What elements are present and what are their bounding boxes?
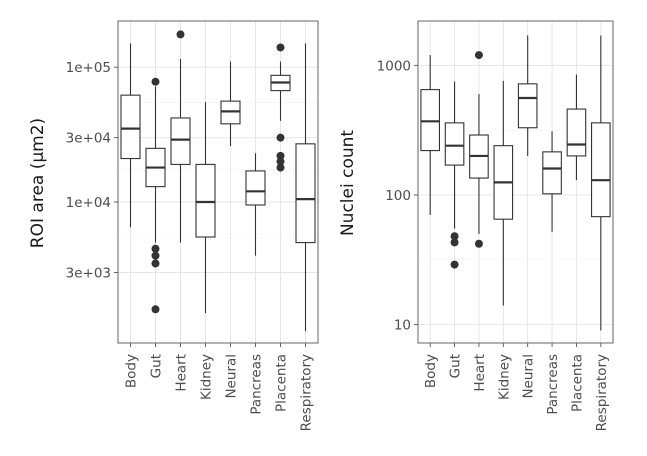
- roi-xtick-label-placenta: Placenta: [274, 354, 290, 412]
- roi-xtick-label-kidney: Kidney: [199, 354, 215, 400]
- roi-xtick-label-gut: Gut: [149, 354, 165, 378]
- roi-gut-outlier-4: [151, 305, 160, 314]
- nuclei-xtick-label-gut: Gut: [448, 354, 464, 378]
- nuclei-xtick-label-pancreas: Pancreas: [545, 354, 561, 415]
- nuclei-ytick-label: 1000: [377, 58, 411, 74]
- nuclei-ytick-label: 10: [394, 318, 411, 334]
- nuclei-ytick-label: 100: [385, 188, 411, 204]
- roi-heart-outlier-0: [176, 30, 185, 39]
- roi-kidney-box: [195, 163, 216, 238]
- roi-ytick-label: 3e+03: [66, 265, 111, 281]
- roi-gut-outlier-3: [151, 259, 160, 268]
- roi-panel-border: [117, 20, 319, 344]
- roi-placenta-outlier-4: [276, 163, 285, 172]
- nuclei-body-box: [420, 89, 440, 152]
- roi-gut-outlier-1: [151, 244, 160, 253]
- nuclei-xtick-label-neural: Neural: [521, 354, 537, 399]
- roi-gut-outlier-2: [151, 251, 160, 260]
- nuclei-panel-border: [417, 20, 614, 344]
- roi-xtick-label-body: Body: [124, 354, 140, 388]
- roi-area-axis-title: ROI area (μm2): [28, 118, 48, 248]
- nuclei-pancreas-box: [542, 151, 562, 195]
- roi-body-box: [120, 94, 141, 160]
- nuclei-xtick-label-heart: Heart: [472, 354, 488, 392]
- nuclei-respiratory-box: [590, 122, 611, 218]
- roi-placenta-outlier-1: [276, 133, 285, 142]
- roi-ytick-label: 1e+04: [66, 195, 111, 211]
- nuclei-xtick-label-body: Body: [423, 354, 439, 388]
- roi-placenta-outlier-0: [276, 43, 285, 52]
- roi-xtick-label-pancreas: Pancreas: [249, 354, 265, 415]
- nuclei-gut-outlier-2: [450, 260, 459, 269]
- nuclei-xtick-label-placenta: Placenta: [569, 354, 585, 412]
- nuclei-heart-outlier-1: [474, 239, 483, 248]
- roi-respiratory-box: [295, 143, 316, 244]
- nuclei-gut-box: [444, 122, 465, 166]
- roi-area-panel: 3e+03 1e+04 3e+04 1e+05 Body Gut Heart Kidney Ne…: [66, 20, 319, 431]
- roi-xtick-label-neural: Neural: [224, 354, 240, 399]
- nuclei-neural-box: [517, 83, 538, 129]
- nuclei-count-axis-title: Nuclei count: [338, 130, 358, 236]
- nuclei-count-panel: 10 100 1000 Body Gut Heart Kidney Neural Pancrea…: [377, 20, 614, 431]
- roi-gut-outlier-0: [151, 77, 160, 86]
- roi-ytick-label: 1e+05: [66, 60, 111, 76]
- roi-xtick-label-respiratory: Respiratory: [299, 354, 315, 431]
- nuclei-gut-outlier-0: [450, 232, 459, 241]
- roi-heart-box: [170, 117, 191, 165]
- nuclei-gut-outlier-1: [450, 238, 459, 247]
- nuclei-xtick-label-kidney: Kidney: [496, 354, 512, 400]
- nuclei-heart-outlier-0: [474, 51, 483, 60]
- nuclei-xtick-label-respiratory: Respiratory: [594, 354, 610, 431]
- roi-ytick-label: 3e+04: [66, 131, 111, 147]
- roi-placenta-outlier-3: [276, 157, 285, 166]
- nuclei-placenta-box: [566, 108, 587, 157]
- roi-placenta-outlier-2: [276, 151, 285, 160]
- roi-pancreas-box: [245, 170, 266, 206]
- roi-xtick-label-heart: Heart: [174, 354, 190, 392]
